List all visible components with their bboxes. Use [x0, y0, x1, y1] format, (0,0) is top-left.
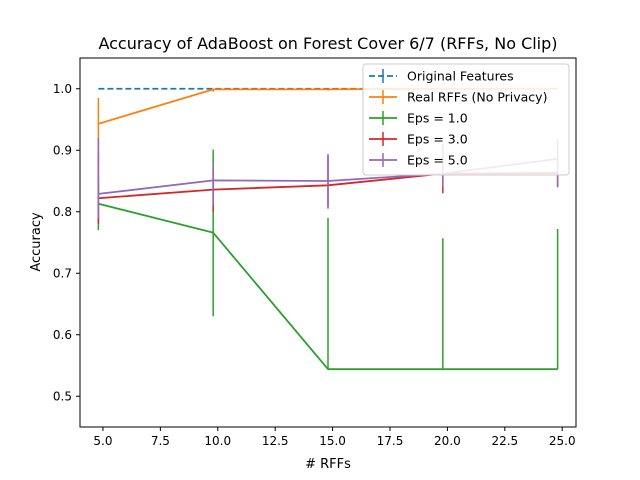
legend-item: Eps = 5.0 — [369, 153, 468, 168]
y-tick-label: 0.6 — [53, 328, 72, 342]
x-tick-label: 10.0 — [204, 434, 231, 448]
legend-label: Eps = 3.0 — [407, 132, 468, 147]
legend: Original Features Real RFFs (No Privacy) E… — [362, 63, 570, 176]
x-tick-label: 12.5 — [262, 434, 289, 448]
chart-title: Accuracy of AdaBoost on Forest Cover 6/7… — [98, 34, 557, 53]
legend-label: Real RFFs (No Privacy) — [407, 90, 547, 105]
legend-item: Real RFFs (No Privacy) — [369, 90, 547, 105]
legend-box — [362, 63, 570, 176]
y-tick-label: 1.0 — [53, 82, 72, 96]
plot-frame — [79, 57, 577, 428]
legend-label: Eps = 1.0 — [407, 111, 468, 126]
x-tick-label: 25.0 — [549, 434, 576, 448]
y-tick-label: 0.7 — [53, 266, 72, 280]
x-axis-label: # RFFs — [305, 457, 351, 472]
legend-item: Eps = 3.0 — [369, 132, 468, 147]
x-tick-label: 22.5 — [491, 434, 518, 448]
x-axis-ticks: 5.0 7.5 10.0 12.5 15.0 17.5 20.0 22.5 25.0 — [93, 427, 576, 448]
series-line — [98, 202, 558, 371]
x-tick-label: 15.0 — [319, 434, 346, 448]
y-tick-label: 0.5 — [53, 389, 72, 403]
x-tick-label: 20.0 — [434, 434, 461, 448]
y-axis-label: Accuracy — [29, 212, 44, 272]
legend-label: Original Features — [407, 69, 514, 84]
y-axis-ticks: 0.5 0.6 0.7 0.8 0.9 1.0 — [53, 82, 80, 403]
y-tick-label: 0.9 — [53, 143, 72, 157]
x-tick-label: 5.0 — [93, 434, 112, 448]
x-tick-label: 7.5 — [151, 434, 170, 448]
legend-item: Eps = 1.0 — [369, 111, 468, 126]
legend-label: Eps = 5.0 — [407, 153, 468, 168]
x-tick-label: 17.5 — [377, 434, 404, 448]
y-tick-label: 0.8 — [53, 205, 72, 219]
legend-item: Original Features — [369, 69, 514, 84]
